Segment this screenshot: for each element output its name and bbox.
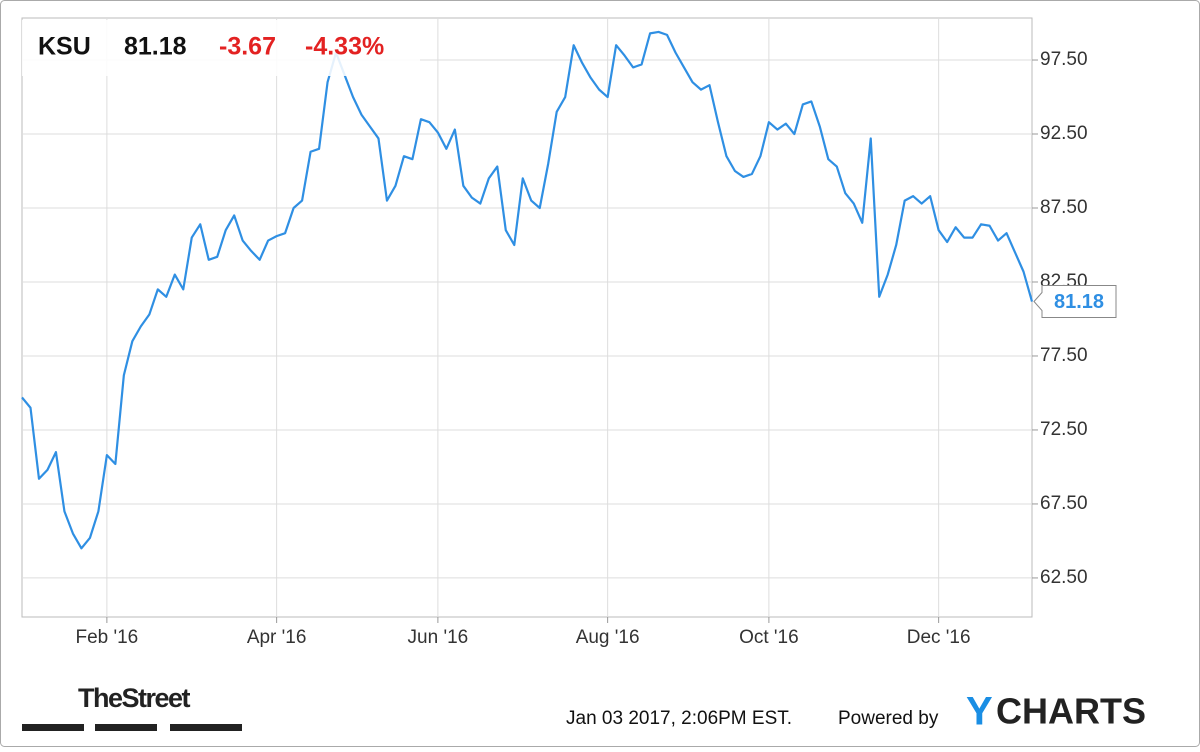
x-tick-label: Dec '16: [907, 627, 971, 648]
price-line: [21, 30, 1034, 550]
logo-bar: [95, 724, 157, 731]
ticker: KSU: [38, 33, 91, 61]
x-tick-label: Jun '16: [408, 627, 469, 648]
logo-bar: [22, 724, 84, 731]
y-tick-label: 77.50: [1040, 345, 1088, 366]
y-tick-label: 97.50: [1040, 49, 1088, 70]
header-box: [22, 20, 420, 76]
price: 81.18: [124, 33, 187, 61]
brand-y: Y: [966, 690, 993, 734]
change-pct: -4.33%: [305, 33, 384, 61]
value-label: 81.18: [1054, 291, 1104, 313]
x-tick-label: Oct '16: [739, 627, 799, 648]
brand-rest: CHARTS: [996, 691, 1146, 732]
plot-background: [21, 17, 1033, 618]
x-tick-label: Feb '16: [75, 627, 138, 648]
x-tick-label: Apr '16: [247, 627, 307, 648]
y-tick-label: 67.50: [1040, 493, 1088, 514]
source-logo: TheStreet: [78, 683, 191, 713]
x-tick-label: Aug '16: [576, 627, 640, 648]
plot-area: [21, 17, 1038, 623]
y-tick-label: 87.50: [1040, 197, 1088, 218]
y-tick-label: 92.50: [1040, 123, 1088, 144]
logo-bar: [170, 724, 242, 731]
change: -3.67: [219, 33, 276, 61]
timestamp: Jan 03 2017, 2:06PM EST.: [566, 708, 792, 729]
value-tag: [1033, 285, 1117, 319]
y-tick-label: 62.50: [1040, 567, 1088, 588]
powered-by: Powered by: [838, 708, 939, 729]
y-tick-label: 72.50: [1040, 419, 1088, 440]
